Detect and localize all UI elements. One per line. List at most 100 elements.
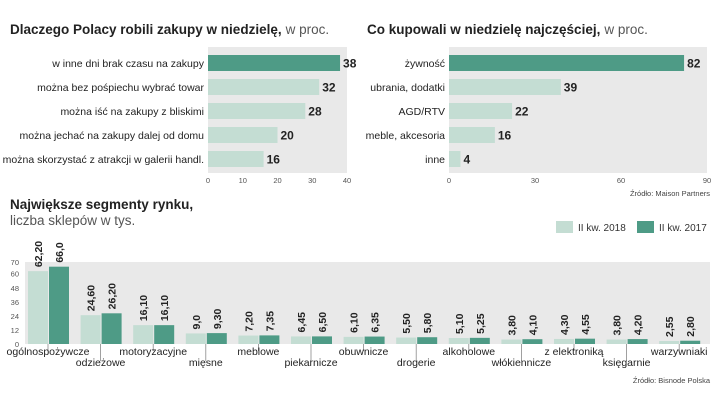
bar xyxy=(396,337,417,344)
value-label: 66,0 xyxy=(54,242,66,263)
bar xyxy=(364,336,385,344)
category-label: drogerie xyxy=(397,357,436,369)
value-label: 2,55 xyxy=(664,316,676,337)
bar xyxy=(469,337,490,344)
category-label: obuwnicze xyxy=(339,346,389,358)
chart2-plot: żywność 82 ubrania, dodatki 39 AGD/RTV 22 mebl… xyxy=(366,47,711,185)
x-tick-label: 40 xyxy=(343,176,351,185)
value-label: 2,80 xyxy=(685,316,697,337)
value-label: 32 xyxy=(322,81,336,95)
bar xyxy=(185,333,206,344)
x-tick-label: 60 xyxy=(617,176,625,185)
chart3-source: Źródło: Bisnode Polska xyxy=(633,376,711,385)
bar xyxy=(291,336,311,344)
value-label: 7,35 xyxy=(264,311,276,332)
value-label: 6,50 xyxy=(317,312,329,333)
bar xyxy=(133,325,154,344)
category-label: AGD/RTV xyxy=(399,106,445,118)
category-label: ogólnospożywcze xyxy=(7,346,90,358)
value-label: 4,55 xyxy=(580,314,592,335)
chart2-title: Co kupowali w niedzielę najczęściej, xyxy=(367,22,600,37)
chart1-subtitle: w proc. xyxy=(285,22,330,37)
value-label: 9,0 xyxy=(191,315,203,330)
chart3-plot: 0 12 24 36 48 60 70 62,20 66,0 ogólnospożywcze 24,… xyxy=(7,241,710,369)
category-label: żywność xyxy=(405,58,445,70)
category-label: można skorzystać z atrakcji w galerii ha… xyxy=(3,154,204,166)
category-label: można bez pośpiechu wybrać towar xyxy=(37,82,204,94)
category-label: mięsne xyxy=(189,357,223,369)
value-label: 82 xyxy=(687,57,701,71)
category-label: meblowe xyxy=(237,346,279,358)
category-label: piekarnicze xyxy=(284,357,337,369)
value-label: 4,30 xyxy=(559,314,571,335)
bar xyxy=(501,339,522,344)
bar xyxy=(312,336,332,344)
bar xyxy=(449,127,495,143)
x-tick-label: 0 xyxy=(447,176,451,185)
legend-label-2017: II kw. 2017 xyxy=(659,223,707,234)
value-label: 20 xyxy=(281,129,295,143)
value-label: 4,20 xyxy=(633,314,645,335)
legend-label-2018: II kw. 2018 xyxy=(578,223,626,234)
bar xyxy=(80,315,101,344)
category-label: można iść na zakupy z bliskimi xyxy=(60,106,204,118)
chart1-title: Dlaczego Polacy robili zakupy w niedziel… xyxy=(10,22,282,37)
bar xyxy=(449,79,561,95)
category-label: alkoholowe xyxy=(443,346,496,358)
bar xyxy=(606,339,627,344)
bar xyxy=(659,341,680,344)
chart3-title: Największe segmenty rynku, xyxy=(10,197,193,212)
bar xyxy=(206,333,227,344)
chart3-subtitle: liczba sklepów w tys. xyxy=(10,213,135,228)
bar xyxy=(101,313,122,344)
chart1-title-line: Dlaczego Polacy robili zakupy w niedziel… xyxy=(10,22,329,37)
bar xyxy=(208,55,341,71)
category-label: warzywniaki xyxy=(650,346,708,358)
value-label: 26,20 xyxy=(107,283,119,309)
value-label: 9,30 xyxy=(212,309,224,330)
bar xyxy=(28,271,48,344)
value-label: 28 xyxy=(308,105,322,119)
value-label: 38 xyxy=(343,57,357,71)
y-tick-label: 48 xyxy=(11,284,19,293)
bar xyxy=(417,337,438,344)
category-label: w inne dni brak czasu na zakupy xyxy=(51,58,205,70)
legend-swatch-2017 xyxy=(637,221,654,233)
y-tick-label: 24 xyxy=(11,312,19,321)
chart2-source: Źródło: Maison Partners xyxy=(630,189,710,198)
x-tick-label: 30 xyxy=(308,176,316,185)
y-tick-label: 36 xyxy=(11,298,19,307)
bar xyxy=(522,339,543,344)
bar xyxy=(154,325,175,344)
value-label: 5,25 xyxy=(475,313,487,334)
chart1-plot: w inne dni brak czasu na zakupy 38 można b… xyxy=(3,47,357,185)
chart2-title-line: Co kupowali w niedzielę najczęściej, w pr… xyxy=(367,22,648,37)
value-label: 16 xyxy=(267,153,281,167)
bar xyxy=(449,55,685,71)
bar xyxy=(238,335,259,344)
value-label: 24,60 xyxy=(86,285,98,311)
value-label: 16,10 xyxy=(138,295,150,321)
value-label: 5,10 xyxy=(454,313,466,334)
bar xyxy=(680,340,701,344)
bar xyxy=(449,103,513,119)
bar xyxy=(208,151,264,167)
value-label: 7,20 xyxy=(243,311,255,332)
bar xyxy=(208,79,320,95)
x-tick-label: 0 xyxy=(206,176,210,185)
value-label: 6,45 xyxy=(296,312,308,333)
value-label: 22 xyxy=(515,105,529,119)
bar xyxy=(259,335,280,344)
bar xyxy=(448,338,469,344)
value-label: 5,50 xyxy=(401,313,413,334)
category-label: z elektroniką xyxy=(545,346,604,358)
bar xyxy=(49,266,69,344)
bar xyxy=(627,339,648,344)
category-label: ubrania, dodatki xyxy=(370,82,445,94)
y-tick-label: 12 xyxy=(11,326,19,335)
value-label: 16 xyxy=(498,129,512,143)
category-label: włókiennicze xyxy=(491,357,552,369)
value-label: 6,10 xyxy=(349,312,361,333)
bar xyxy=(575,338,595,344)
